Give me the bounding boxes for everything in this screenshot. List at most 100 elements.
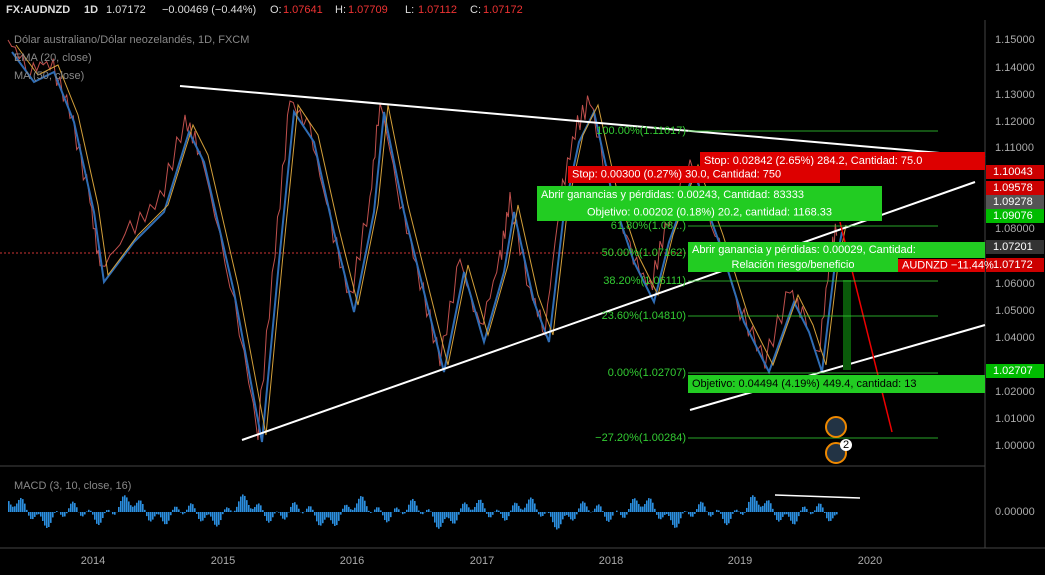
macd-bar	[212, 512, 214, 521]
macd-bar	[160, 512, 162, 518]
macd-bar	[834, 512, 836, 516]
macd-bar	[584, 502, 586, 512]
macd-label: MACD (3, 10, close, 16)	[14, 480, 131, 492]
macd-bar	[440, 512, 442, 527]
macd-bar	[578, 508, 580, 512]
macd-bar	[244, 495, 246, 512]
macd-bar	[16, 503, 18, 512]
macd-bar	[536, 509, 538, 512]
macd-bar	[508, 512, 510, 517]
time-axis-label: 2014	[81, 555, 105, 567]
macd-bar	[134, 505, 136, 512]
macd-bar	[168, 512, 170, 521]
macd-bar	[624, 512, 626, 518]
time-axis-label: 2019	[728, 555, 752, 567]
macd-bar	[246, 500, 248, 512]
macd-bar	[640, 506, 642, 512]
macd-bar	[142, 503, 144, 512]
macd-bar	[120, 500, 122, 512]
macd-bar	[682, 512, 684, 514]
position-box	[688, 242, 985, 258]
macd-bar	[56, 511, 58, 512]
change: −0.00469 (−0.44%)	[162, 4, 256, 16]
macd-bar	[218, 512, 220, 525]
macd-bar	[208, 512, 210, 515]
macd-bar	[736, 509, 738, 512]
macd-bar	[48, 512, 50, 528]
macd-bar	[594, 508, 596, 512]
macd-bar	[234, 510, 236, 512]
event-badge-bg	[840, 439, 852, 451]
macd-bar	[554, 512, 556, 528]
macd-bar	[198, 512, 200, 519]
macd-bar	[820, 503, 822, 512]
macd-bar	[222, 512, 224, 515]
macd-bar	[444, 512, 446, 520]
position-text: Abrir ganancias y pérdidas: 0.00243, Can…	[541, 189, 804, 201]
macd-bar	[152, 512, 154, 520]
macd-bar	[294, 502, 296, 512]
macd-bar	[264, 512, 266, 517]
price-tag-box	[986, 181, 1044, 195]
macd-bar	[510, 510, 512, 512]
macd-bar	[266, 512, 268, 521]
price-tag-box	[986, 240, 1044, 254]
price-axis-label: 1.05000	[995, 305, 1035, 317]
macd-bar	[28, 512, 30, 516]
position-text: Objetivo: 0.04494 (4.19%) 449.4, cantida…	[692, 378, 916, 390]
macd-bar	[732, 512, 734, 514]
macd-bar	[274, 512, 276, 514]
macd-bar	[360, 496, 362, 512]
fib-label: 38.20%(1.06111)	[603, 275, 686, 287]
time-axis-label: 2015	[211, 555, 235, 567]
macd-bar	[138, 500, 140, 512]
macd-bar	[226, 507, 228, 512]
macd-bar	[772, 508, 774, 512]
macd-bar	[22, 499, 24, 512]
macd-bar	[416, 505, 418, 512]
macd-bar	[182, 512, 184, 515]
macd-bar	[568, 512, 570, 517]
macd-bar	[178, 509, 180, 512]
ohlc-label: C:	[470, 4, 481, 16]
macd-bar	[616, 510, 618, 512]
macd-bar	[88, 509, 90, 512]
ma-line	[15, 44, 847, 436]
macd-bar	[308, 506, 310, 512]
macd-bar	[828, 512, 830, 522]
macd-bar	[68, 508, 70, 512]
macd-bar	[240, 496, 242, 512]
macd-bar	[524, 507, 526, 512]
macd-bar	[296, 504, 298, 512]
macd-bar	[702, 502, 704, 512]
macd-bar	[374, 509, 376, 512]
macd-bar	[674, 512, 676, 528]
macd-bar	[700, 501, 702, 512]
macd-bar	[370, 512, 372, 513]
macd-bar	[550, 512, 552, 517]
macd-bar	[204, 512, 206, 518]
macd-bar	[316, 512, 318, 522]
time-axis-label: 2018	[599, 555, 623, 567]
macd-bar	[354, 507, 356, 512]
macd-bar	[826, 512, 828, 519]
macd-bar	[314, 512, 316, 516]
macd-bar	[504, 512, 506, 521]
macd-bar	[770, 503, 772, 512]
macd-bar	[70, 503, 72, 512]
macd-bar	[514, 502, 516, 512]
macd-bar	[44, 512, 46, 526]
macd-bar	[654, 508, 656, 512]
macd-bar	[602, 511, 604, 512]
macd-bar	[180, 512, 182, 513]
macd-bar	[774, 512, 776, 516]
macd-bar	[556, 512, 558, 530]
macd-bar	[394, 508, 396, 512]
macd-bar	[756, 500, 758, 512]
macd-bar	[342, 508, 344, 512]
macd-bar	[270, 512, 272, 522]
macd-bar	[388, 512, 390, 522]
macd-bar	[630, 503, 632, 512]
macd-bar	[318, 512, 320, 526]
macd-bar	[320, 512, 322, 526]
